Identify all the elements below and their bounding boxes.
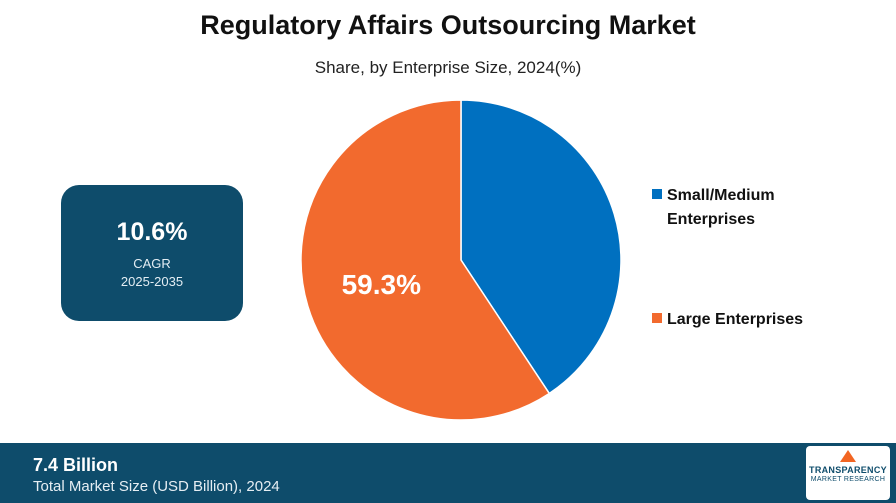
pie-data-label-1: 59.3% [342, 269, 421, 300]
cagr-period: 2025-2035 [120, 274, 184, 289]
legend-swatch-large [652, 313, 662, 323]
cagr-value: 10.6% [116, 218, 188, 246]
legend-swatch-small-medium [652, 189, 662, 199]
logo-arrow-icon [840, 450, 856, 462]
market-size-value: 7.4 Billion [33, 455, 119, 475]
legend-label-large: Large Enterprises [667, 311, 804, 328]
market-size-label: Total Market Size (USD Billion), 2024 [33, 478, 280, 495]
cagr-box: 10.6% CAGR 2025-2035 [61, 185, 243, 321]
footer-bar: 7.4 Billion Total Market Size (USD Billi… [0, 443, 896, 503]
pie-slice-1 [300, 99, 551, 421]
logo-text-line2: MARKET RESEARCH [810, 476, 886, 483]
cagr-label: CAGR [133, 256, 171, 271]
chart-subtitle: Share, by Enterprise Size, 2024(%) [314, 58, 582, 77]
legend-label-small-medium-line1: Small/Medium [667, 187, 775, 204]
legend-label-small-medium-line2: Enterprises [667, 211, 756, 228]
chart-title: Regulatory Affairs Outsourcing Market [200, 10, 696, 40]
brand-logo: TRANSPARENCY MARKET RESEARCH [806, 446, 890, 500]
logo-text-line1: TRANSPARENCY [809, 465, 887, 475]
